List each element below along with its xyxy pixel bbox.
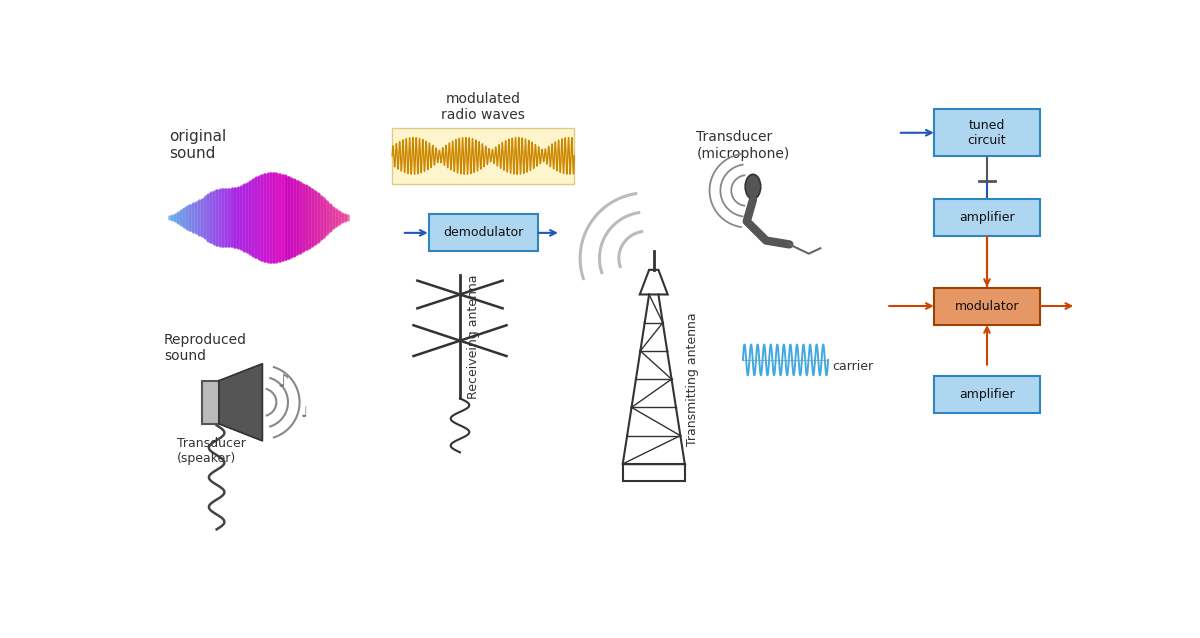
Text: Reproduced
sound: Reproduced sound: [164, 333, 247, 363]
Text: carrier: carrier: [832, 360, 874, 373]
Text: tuned
circuit: tuned circuit: [967, 119, 1007, 147]
Text: Transducer
(microphone): Transducer (microphone): [696, 130, 790, 161]
Text: Transmitting antenna: Transmitting antenna: [686, 313, 698, 446]
Text: amplifier: amplifier: [959, 211, 1015, 224]
FancyBboxPatch shape: [428, 214, 538, 251]
Text: ♩: ♩: [301, 406, 308, 420]
Text: modulated
radio waves: modulated radio waves: [442, 92, 526, 122]
Text: Receiveing antenna: Receiveing antenna: [468, 274, 480, 399]
Text: original
sound: original sound: [169, 129, 227, 161]
Bar: [623, 464, 685, 481]
FancyBboxPatch shape: [392, 128, 575, 184]
Polygon shape: [218, 364, 263, 441]
FancyBboxPatch shape: [935, 109, 1039, 156]
Text: demodulator: demodulator: [443, 226, 523, 239]
Text: ♪: ♪: [278, 373, 289, 391]
Text: amplifier: amplifier: [959, 388, 1015, 401]
Ellipse shape: [745, 174, 761, 199]
FancyBboxPatch shape: [935, 376, 1039, 413]
Text: modulator: modulator: [955, 299, 1019, 313]
Bar: [202, 381, 218, 424]
FancyBboxPatch shape: [935, 288, 1039, 325]
FancyBboxPatch shape: [935, 199, 1039, 236]
Text: Transducer
(speaker): Transducer (speaker): [178, 437, 246, 465]
